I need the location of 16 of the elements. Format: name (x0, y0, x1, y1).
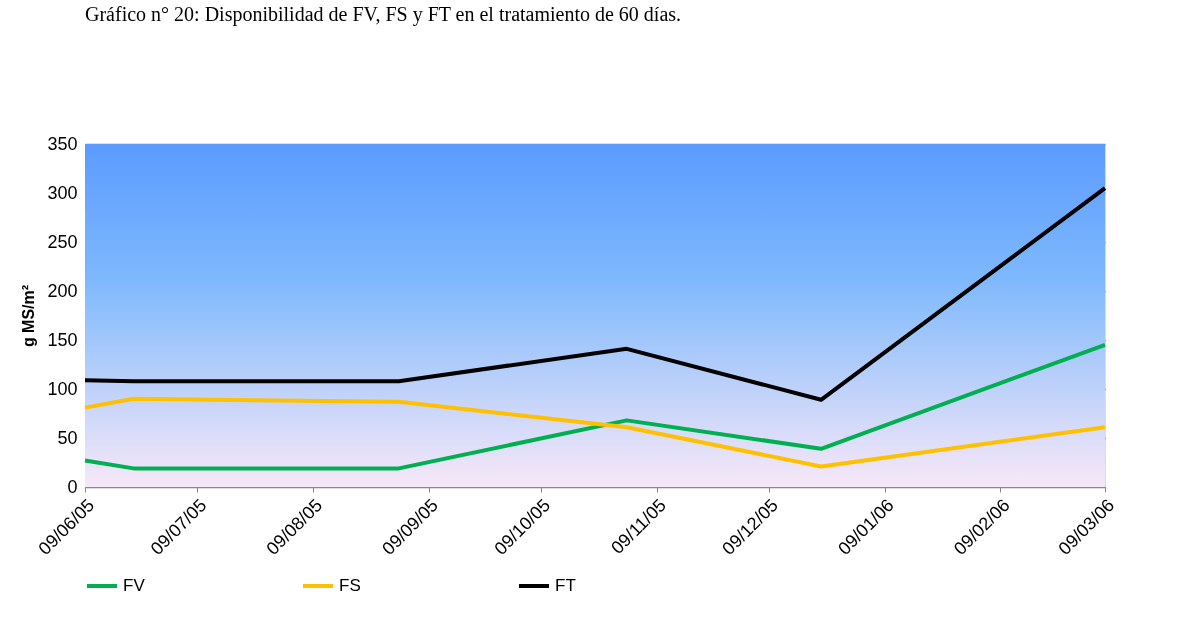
y-tick-label: 200 (47, 280, 78, 301)
chart-title: Gráfico n° 20: Disponibilidad de FV, FS y FT en el tratamiento de 60 días. (85, 3, 682, 26)
y-tick-label: 100 (47, 378, 78, 399)
line-series (83, 396, 1107, 469)
legend-label: FT (555, 576, 576, 595)
y-tick-label: 150 (47, 329, 78, 350)
y-tick-label: 0 (67, 476, 78, 497)
y-tick-label: 250 (47, 231, 78, 252)
legend-label: FV (123, 576, 146, 595)
y-tick-label: 50 (57, 427, 78, 448)
line-series (83, 342, 1107, 471)
y-tick-label: 350 (47, 133, 78, 154)
legend-label: FS (339, 576, 361, 595)
y-axis-title: g MS/m² (20, 284, 38, 348)
y-tick-label: 300 (47, 182, 78, 203)
line-series (83, 186, 1107, 402)
